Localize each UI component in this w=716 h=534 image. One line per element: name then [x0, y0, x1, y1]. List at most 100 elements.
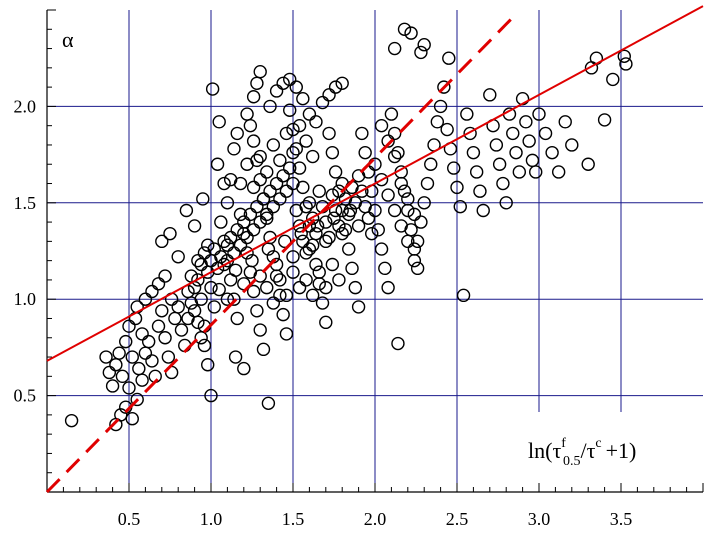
data-point [243, 118, 258, 133]
data-point [253, 215, 267, 229]
data-point [230, 223, 244, 237]
data-point [374, 242, 389, 256]
data-point [289, 203, 303, 218]
x-tick-label: 1.5 [282, 509, 305, 529]
data-point [473, 184, 487, 198]
data-point [227, 142, 241, 156]
x-tick-label: 2.5 [446, 509, 469, 529]
data-point [374, 172, 389, 187]
data-point [158, 269, 172, 283]
data-point [499, 196, 513, 210]
data-point [135, 373, 149, 387]
data-point [565, 138, 579, 152]
data-point [294, 226, 308, 241]
data-point [466, 145, 481, 160]
data-point [506, 126, 520, 141]
data-point [240, 157, 254, 171]
data-point [220, 196, 235, 210]
data-point [374, 118, 389, 133]
data-point [319, 215, 333, 229]
data-point [228, 263, 243, 277]
y-tick-label: 2.0 [14, 96, 37, 116]
data-point [283, 72, 297, 87]
data-point [522, 134, 536, 148]
data-point [260, 207, 274, 222]
data-point [171, 250, 185, 264]
data-point [191, 273, 205, 287]
data-point [286, 265, 300, 279]
data-point [266, 199, 281, 214]
data-point [387, 41, 402, 56]
grid [47, 10, 703, 492]
data-point [424, 157, 438, 171]
data-point [414, 45, 428, 60]
data-point [273, 153, 287, 168]
data-point [246, 284, 261, 299]
data-point [122, 381, 136, 395]
data-point [194, 331, 208, 345]
data-point [217, 176, 231, 191]
data-point [342, 242, 356, 256]
data-point [581, 157, 595, 171]
data-point [351, 169, 366, 183]
data-point [109, 358, 123, 372]
data-point [276, 76, 290, 90]
data-point [447, 161, 461, 175]
data-point [335, 76, 349, 90]
data-point [237, 215, 251, 229]
data-point [361, 211, 376, 225]
data-point [309, 115, 323, 129]
data-point [253, 64, 267, 79]
data-points [64, 22, 633, 432]
data-point [328, 165, 343, 179]
data-point [171, 300, 185, 314]
data-point [453, 199, 467, 214]
data-point [391, 145, 405, 160]
data-point [210, 157, 225, 171]
data-point [253, 172, 267, 187]
data-point [132, 361, 146, 376]
data-point [509, 145, 523, 160]
data-point [351, 300, 366, 314]
y-tick-label: 1.5 [14, 193, 37, 213]
data-point [256, 342, 271, 357]
data-point [260, 211, 274, 225]
data-point [302, 107, 317, 121]
y-tick-label: 0.5 [14, 386, 37, 406]
data-point [358, 145, 372, 160]
data-point [233, 238, 248, 252]
data-point [322, 88, 336, 102]
data-point [273, 192, 287, 206]
axes [46, 9, 704, 493]
data-point [551, 165, 566, 179]
data-point [205, 82, 220, 96]
data-point [529, 165, 543, 179]
data-point [319, 280, 333, 295]
x-tick-label: 1.0 [200, 509, 223, 529]
data-point [312, 265, 326, 279]
data-point [273, 273, 287, 287]
data-point [246, 223, 261, 237]
data-point [343, 203, 358, 218]
data-point [463, 126, 477, 141]
data-point [442, 51, 456, 65]
data-point [309, 226, 323, 241]
data-point [327, 211, 341, 225]
data-point [387, 126, 402, 141]
data-point [309, 257, 323, 272]
data-point [617, 49, 631, 63]
data-point [417, 38, 431, 52]
data-point [332, 273, 346, 287]
data-point [469, 165, 484, 179]
data-point [292, 118, 307, 133]
data-point [233, 176, 248, 191]
data-point [125, 412, 139, 426]
data-point [450, 180, 464, 195]
data-point [273, 288, 287, 303]
x-label-sup2: c [595, 436, 601, 451]
data-point [496, 176, 510, 191]
data-point [187, 304, 202, 318]
data-point [437, 80, 451, 94]
data-point [227, 292, 241, 306]
